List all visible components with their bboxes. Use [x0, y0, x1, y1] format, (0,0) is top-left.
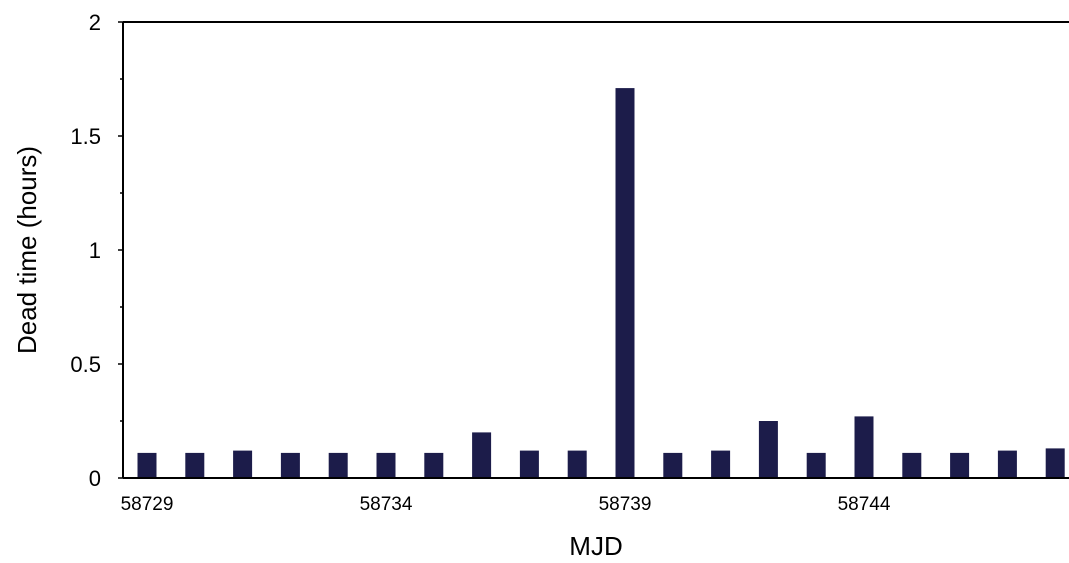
bar-58732 — [280, 452, 300, 478]
bar-58735 — [424, 452, 444, 478]
bars-group — [137, 88, 1065, 478]
y-axis-ticks: 0 0.5 1 1.5 2 — [70, 10, 123, 491]
bar-58734 — [376, 452, 396, 478]
bar-58740 — [663, 452, 683, 478]
x-tick-label: 58734 — [360, 494, 413, 515]
bar-58738 — [567, 450, 587, 478]
y-tick-label: 2 — [89, 10, 101, 35]
bar-58743 — [806, 452, 826, 478]
x-axis-title: MJD — [569, 531, 622, 561]
x-tick-label: 58744 — [838, 494, 891, 515]
bar-58748 — [1045, 448, 1065, 478]
bar-58733 — [328, 452, 348, 478]
x-tick-label: 58739 — [599, 494, 652, 515]
y-tick-label: 0 — [89, 466, 101, 491]
y-axis-title: Dead time (hours) — [12, 146, 42, 354]
bar-58739 — [615, 88, 635, 478]
bar-58744 — [854, 416, 874, 478]
bar-58737 — [519, 450, 539, 478]
bar-58730 — [185, 452, 205, 478]
y-tick-label: 1 — [89, 238, 101, 263]
x-axis-ticks: 58729 58734 58739 58744 — [121, 494, 891, 515]
bar-58747 — [997, 450, 1017, 478]
bar-58741 — [711, 450, 731, 478]
bar-58742 — [758, 421, 778, 478]
bar-58731 — [233, 450, 253, 478]
y-tick-label: 0.5 — [70, 352, 101, 377]
bar-58745 — [902, 452, 922, 478]
bar-58746 — [950, 452, 970, 478]
x-tick-label: 58729 — [121, 494, 174, 515]
y-tick-label: 1.5 — [70, 124, 101, 149]
bar-58736 — [472, 432, 492, 478]
bar-58729 — [137, 452, 157, 478]
